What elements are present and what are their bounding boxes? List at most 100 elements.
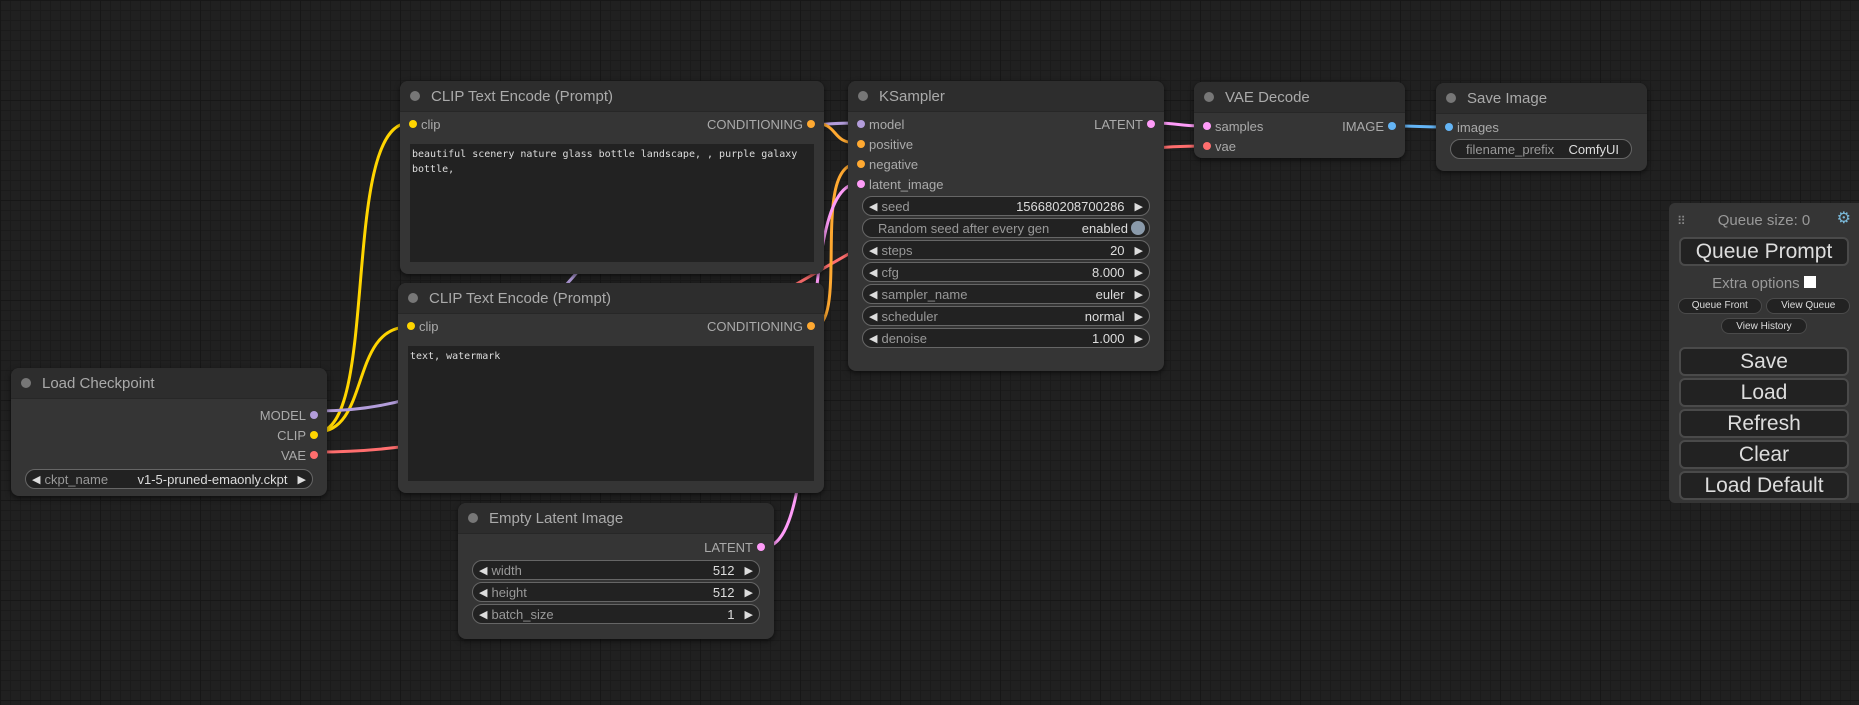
input-clip[interactable]: clip [398, 316, 824, 336]
node-title[interactable]: Load Checkpoint [11, 368, 327, 399]
slot-dot[interactable] [407, 322, 415, 330]
height-widget[interactable]: ◀ height 512 ▶ [472, 582, 760, 602]
input-latent-image[interactable]: latent_image [848, 174, 1164, 194]
clip-text-encode-negative-node[interactable]: CLIP Text Encode (Prompt) clip CONDITION… [398, 283, 824, 493]
prompt-textarea[interactable]: beautiful scenery nature glass bottle la… [410, 144, 814, 262]
input-model[interactable]: model [848, 114, 1164, 134]
slot-dot[interactable] [1388, 122, 1396, 130]
ckpt-name-combo[interactable]: ◀ ckpt_name v1-5-pruned-emaonly.ckpt ▶ [25, 469, 313, 489]
slot-dot[interactable] [1203, 142, 1211, 150]
slot-dot[interactable] [757, 543, 765, 551]
arrow-right-icon[interactable]: ▶ [1134, 288, 1143, 301]
steps-widget[interactable]: ◀ steps 20 ▶ [862, 240, 1150, 260]
slot-dot[interactable] [857, 180, 865, 188]
arrow-left-icon[interactable]: ◀ [869, 332, 878, 345]
denoise-widget[interactable]: ◀ denoise 1.000 ▶ [862, 328, 1150, 348]
node-title[interactable]: CLIP Text Encode (Prompt) [398, 283, 824, 314]
arrow-left-icon[interactable]: ◀ [869, 200, 878, 213]
output-latent[interactable]: LATENT [704, 537, 774, 557]
arrow-right-icon[interactable]: ▶ [1134, 332, 1143, 345]
toggle-knob[interactable] [1131, 221, 1145, 235]
cfg-widget[interactable]: ◀ cfg 8.000 ▶ [862, 262, 1150, 282]
slot-dot[interactable] [857, 160, 865, 168]
arrow-right-icon[interactable]: ▶ [1134, 310, 1143, 323]
slot-dot[interactable] [1203, 122, 1211, 130]
slot-dot[interactable] [1445, 123, 1453, 131]
slot-dot[interactable] [409, 120, 417, 128]
load-default-button[interactable]: Load Default [1679, 471, 1849, 500]
slot-dot[interactable] [807, 322, 815, 330]
ksampler-node[interactable]: KSampler LATENT model positive negative … [848, 81, 1164, 371]
arrow-left-icon[interactable]: ◀ [479, 586, 488, 599]
slot-dot[interactable] [857, 120, 865, 128]
arrow-right-icon[interactable]: ▶ [1134, 244, 1143, 257]
collapse-dot[interactable] [1446, 93, 1456, 103]
width-widget[interactable]: ◀ width 512 ▶ [472, 560, 760, 580]
slot-dot[interactable] [1147, 120, 1155, 128]
slot-dot[interactable] [310, 431, 318, 439]
node-title[interactable]: KSampler [848, 81, 1164, 112]
input-images[interactable]: images [1436, 117, 1647, 137]
arrow-right-icon[interactable]: ▶ [744, 608, 753, 621]
queue-front-button[interactable]: Queue Front [1677, 297, 1762, 314]
node-title[interactable]: Empty Latent Image [458, 503, 774, 534]
clear-button[interactable]: Clear [1679, 440, 1849, 469]
slot-dot[interactable] [857, 140, 865, 148]
slot-dot[interactable] [807, 120, 815, 128]
queue-prompt-button[interactable]: Queue Prompt [1679, 237, 1849, 266]
batch-size-widget[interactable]: ◀ batch_size 1 ▶ [472, 604, 760, 624]
collapse-dot[interactable] [468, 513, 478, 523]
node-title[interactable]: Save Image [1436, 83, 1647, 114]
arrow-right-icon[interactable]: ▶ [1134, 266, 1143, 279]
arrow-right-icon[interactable]: ▶ [1134, 200, 1143, 213]
refresh-button[interactable]: Refresh [1679, 409, 1849, 438]
collapse-dot[interactable] [858, 91, 868, 101]
sampler-name-widget[interactable]: ◀ sampler_name euler ▶ [862, 284, 1150, 304]
collapse-dot[interactable] [410, 91, 420, 101]
extra-options-checkbox[interactable] [1803, 276, 1816, 288]
slot-dot[interactable] [310, 411, 318, 419]
seed-widget[interactable]: ◀ seed 156680208700286 ▶ [862, 196, 1150, 216]
empty-latent-image-node[interactable]: Empty Latent Image LATENT ◀ width 512 ▶ ◀ he… [458, 503, 774, 639]
output-model[interactable]: MODEL [260, 405, 327, 425]
arrow-right-icon[interactable]: ▶ [297, 473, 306, 486]
collapse-dot[interactable] [408, 293, 418, 303]
drag-handle-icon[interactable]: ⠿ [1677, 214, 1686, 228]
input-negative[interactable]: negative [848, 154, 1164, 174]
output-conditioning[interactable]: CONDITIONING [707, 114, 824, 134]
output-clip[interactable]: CLIP [277, 425, 327, 445]
arrow-left-icon[interactable]: ◀ [479, 564, 488, 577]
view-history-button[interactable]: View History [1721, 318, 1807, 334]
arrow-left-icon[interactable]: ◀ [479, 608, 488, 621]
arrow-left-icon[interactable]: ◀ [869, 288, 878, 301]
scheduler-widget[interactable]: ◀ scheduler normal ▶ [862, 306, 1150, 326]
collapse-dot[interactable] [1204, 92, 1214, 102]
slot-dot[interactable] [310, 451, 318, 459]
arrow-left-icon[interactable]: ◀ [869, 244, 878, 257]
input-vae[interactable]: vae [1194, 136, 1405, 156]
filename-prefix-widget[interactable]: filename_prefix ComfyUI [1450, 139, 1632, 159]
node-title[interactable]: CLIP Text Encode (Prompt) [400, 81, 824, 112]
output-conditioning[interactable]: CONDITIONING [707, 316, 824, 336]
input-clip[interactable]: clip [400, 114, 824, 134]
arrow-right-icon[interactable]: ▶ [744, 564, 753, 577]
gear-icon[interactable]: ⚙ [1836, 210, 1851, 227]
arrow-left-icon[interactable]: ◀ [869, 266, 878, 279]
arrow-left-icon[interactable]: ◀ [32, 473, 41, 486]
prompt-textarea[interactable]: text, watermark [408, 346, 814, 481]
save-image-node[interactable]: Save Image images filename_prefix ComfyUI [1436, 83, 1647, 171]
arrow-right-icon[interactable]: ▶ [744, 586, 753, 599]
save-button[interactable]: Save [1679, 347, 1849, 376]
output-image[interactable]: IMAGE [1342, 116, 1405, 136]
node-title[interactable]: VAE Decode [1194, 82, 1405, 113]
clip-text-encode-positive-node[interactable]: CLIP Text Encode (Prompt) clip CONDITION… [400, 81, 824, 274]
output-latent[interactable]: LATENT [1094, 114, 1164, 134]
arrow-left-icon[interactable]: ◀ [869, 310, 878, 323]
view-queue-button[interactable]: View Queue [1766, 297, 1851, 314]
random-seed-toggle[interactable]: Random seed after every gen enabled [862, 218, 1150, 238]
load-checkpoint-node[interactable]: Load Checkpoint MODEL CLIP VAE ◀ ckpt_nam… [11, 368, 327, 496]
input-positive[interactable]: positive [848, 134, 1164, 154]
load-button[interactable]: Load [1679, 378, 1849, 407]
input-samples[interactable]: samples [1194, 116, 1405, 136]
collapse-dot[interactable] [21, 378, 31, 388]
